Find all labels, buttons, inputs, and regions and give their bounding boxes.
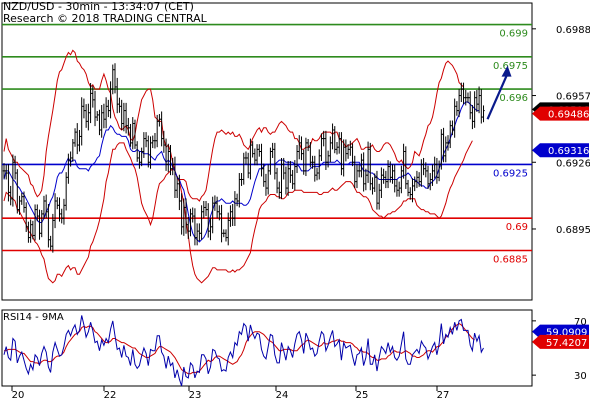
rsi-line [3, 315, 484, 387]
main-y-tick-label: 0.6895 [556, 225, 590, 236]
x-tick-label: 25 [356, 390, 369, 400]
price-badge-bid-price [532, 106, 589, 121]
bollinger-lower-line [3, 140, 473, 284]
main-y-tick-label: 0.6926 [556, 158, 590, 169]
rsi-badge-rsi-ma-value [532, 334, 589, 349]
level-label-pivot: 0.6925 [493, 168, 528, 179]
bollinger-upper-line [3, 49, 464, 202]
level-label-resistance-1: 0.696 [499, 93, 528, 104]
level-label-resistance-3: 0.699 [499, 29, 528, 40]
rsi-y-tick-label: 70 [574, 317, 587, 328]
rsi-panel-frame [1, 309, 533, 387]
x-tick-label: 23 [189, 390, 202, 400]
x-tick-label: 20 [12, 390, 25, 400]
forecast-arrow-head [501, 65, 512, 77]
level-label-support-2: 0.6885 [493, 255, 528, 266]
level-label-support-1: 0.69 [506, 222, 528, 233]
price-badge-ma-value [532, 143, 589, 158]
rsi-y-tick-label: 30 [574, 371, 587, 382]
chart-copyright: Research © 2018 TRADING CENTRAL [3, 12, 207, 25]
x-tick-label: 24 [276, 390, 289, 400]
rsi-badge-label-rsi-value: 59.0909 [546, 328, 587, 339]
rsi-ma-line [4, 323, 475, 375]
main-y-tick-label: 0.6957 [556, 92, 590, 103]
moving-average-line [3, 101, 480, 243]
main-panel-frame [1, 2, 533, 301]
price-badge-label-ma-value: 0.69316 [548, 146, 589, 157]
x-tick-label: 27 [437, 390, 450, 400]
x-tick-label: 22 [104, 390, 117, 400]
level-label-resistance-2: 0.6975 [493, 61, 528, 72]
chart-title: NZD/USD - 30min - 13:34:07 (CET) [3, 0, 194, 13]
rsi-badge-label-rsi-ma-value: 57.4207 [546, 338, 587, 349]
main-y-tick-label: 0.6988 [556, 25, 590, 36]
rsi-title: RSI14 - 9MA [3, 312, 64, 323]
forecast-arrow-line [486, 73, 509, 120]
price-badge-label-bid-price: 0.69486 [548, 110, 589, 121]
